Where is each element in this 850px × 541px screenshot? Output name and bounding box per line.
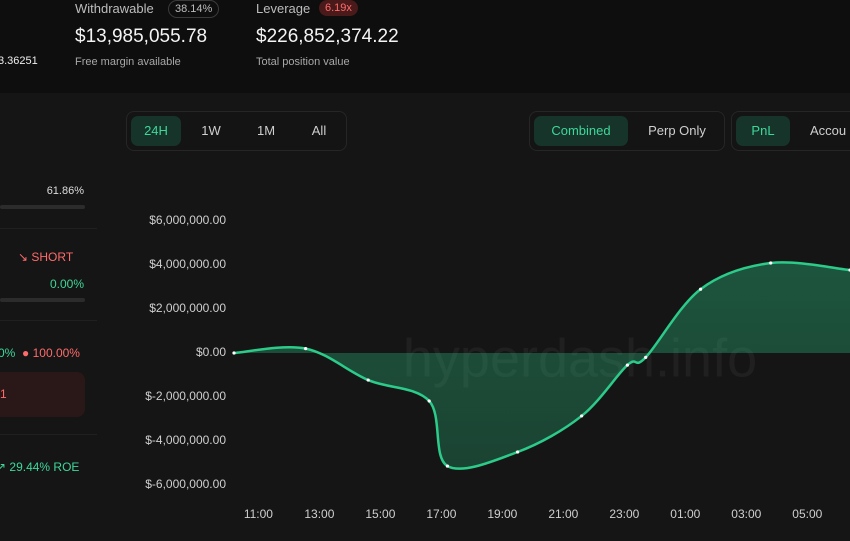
alert-box (0, 372, 85, 417)
x-tick-label: 17:00 (426, 507, 456, 521)
x-tick-label: 05:00 (792, 507, 822, 521)
stat-badge: 6.19x (319, 0, 358, 16)
roe: ↗ 29.44% ROE (0, 460, 80, 474)
stat-label: Leverage (256, 1, 311, 16)
area-fill (234, 262, 850, 469)
point (769, 261, 773, 265)
stat-badge: 38.14% (168, 0, 220, 18)
y-tick-label: $-4,000,000.00 (145, 433, 226, 447)
progress-bar (0, 205, 85, 209)
x-tick-label: 23:00 (609, 507, 639, 521)
progress-bar (0, 298, 85, 302)
tab[interactable]: PnL (736, 116, 790, 146)
tab[interactable]: Accou (810, 123, 847, 138)
x-tick-label: 19:00 (487, 507, 517, 521)
tab[interactable]: Perp Only (648, 123, 706, 138)
x-tick-label: 01:00 (670, 507, 700, 521)
point (698, 287, 703, 291)
point (445, 464, 450, 468)
long-pct: 0% (0, 346, 16, 360)
side: ↘ SHORT (18, 250, 74, 264)
tab[interactable]: Combined (534, 116, 628, 146)
y-tick-label: $-6,000,000.00 (145, 477, 226, 491)
tab[interactable]: 1W (201, 123, 221, 138)
point (580, 414, 584, 418)
side-text: SHORT (31, 250, 74, 264)
stat-label: Withdrawable (75, 1, 154, 16)
x-tick-label: 21:00 (548, 507, 578, 521)
stat-caption: Free margin available (75, 56, 181, 68)
stats-bar (0, 0, 850, 93)
x-tick-label: 15:00 (365, 507, 395, 521)
metric-tabs: PnL Accou (731, 111, 850, 151)
stat-value: $226,852,374.22 (256, 26, 399, 47)
y-tick-label: $-2,000,000.00 (145, 389, 226, 403)
tab[interactable]: 1M (256, 123, 276, 138)
x-tick-label: 11:00 (244, 507, 273, 521)
change: 0.00% (49, 277, 84, 291)
point (644, 355, 648, 359)
tab[interactable]: 24H (131, 116, 181, 146)
point (366, 378, 370, 382)
roe-text: 29.44% ROE (9, 460, 80, 474)
y-tick-label: $0.00 (196, 345, 226, 359)
tab[interactable]: All (311, 123, 327, 138)
point (516, 450, 520, 454)
point (232, 351, 236, 355)
point (427, 399, 431, 403)
separator (0, 228, 97, 229)
stat-value: 3.36251 (0, 55, 38, 67)
separator (0, 434, 97, 435)
x-tick-label: 03:00 (731, 507, 761, 521)
stat-caption: Total position value (256, 56, 350, 68)
short-pct-text: 100.00% (32, 346, 80, 360)
line (233, 261, 850, 470)
stat-value: $13,985,055.78 (75, 26, 208, 47)
y-tick-label: $6,000,000.00 (149, 213, 226, 227)
ratio: 61.86% (46, 185, 84, 197)
y-tick-label: $4,000,000.00 (149, 257, 226, 271)
point (304, 347, 308, 351)
separator (0, 320, 97, 321)
point (625, 363, 629, 367)
x-tick-label: 13:00 (304, 507, 334, 521)
alert-text: 1 (0, 387, 7, 401)
short-pct: ● 100.00% (22, 346, 80, 360)
y-tick-label: $2,000,000.00 (149, 301, 226, 315)
time-tabs: 24H 1W 1M All (126, 111, 347, 151)
mode-tabs: Combined Perp Only (529, 111, 725, 151)
